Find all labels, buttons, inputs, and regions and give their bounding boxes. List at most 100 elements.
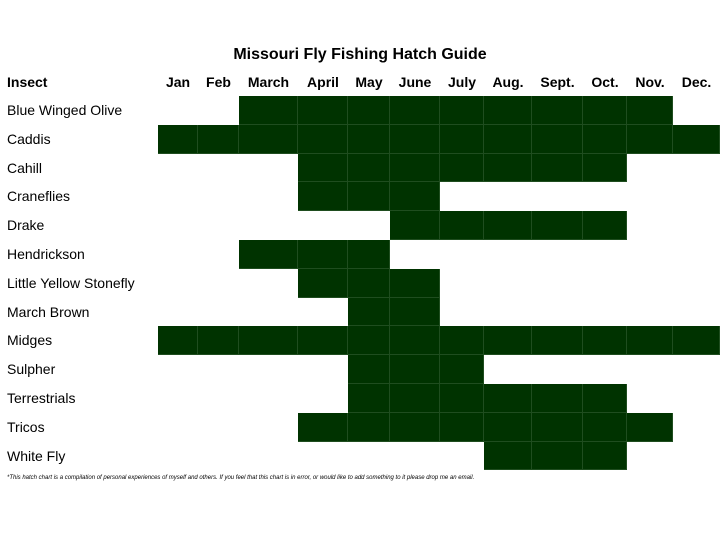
hatch-cell bbox=[627, 96, 673, 125]
hatch-cell bbox=[158, 326, 198, 356]
month-header: Nov. bbox=[635, 74, 665, 90]
hatch-cell bbox=[390, 326, 440, 356]
hatch-cell bbox=[390, 355, 440, 384]
month-header: June bbox=[398, 74, 432, 90]
month-header: Aug. bbox=[492, 74, 524, 90]
hatch-cell bbox=[440, 211, 484, 240]
hatch-cell bbox=[390, 96, 440, 125]
month-header: April bbox=[307, 74, 339, 90]
hatch-cell bbox=[583, 124, 627, 154]
insect-label: March Brown bbox=[7, 303, 90, 320]
hatch-cell bbox=[583, 96, 627, 125]
hatch-cell bbox=[583, 153, 627, 183]
hatch-cell bbox=[298, 326, 348, 356]
hatch-cell bbox=[348, 355, 390, 384]
hatch-cell bbox=[239, 124, 298, 154]
hatch-cell bbox=[298, 182, 348, 212]
hatch-cell bbox=[298, 240, 348, 269]
hatch-cell bbox=[484, 124, 532, 154]
hatch-cell bbox=[583, 211, 627, 240]
hatch-cell bbox=[348, 297, 390, 327]
hatch-cell bbox=[583, 441, 627, 471]
insect-label: White Fly bbox=[7, 447, 66, 464]
hatch-cell bbox=[484, 326, 532, 356]
hatch-cell bbox=[484, 153, 532, 183]
month-header: July bbox=[447, 74, 476, 90]
hatch-cell bbox=[673, 124, 720, 154]
hatch-cell bbox=[239, 240, 298, 269]
insect-label: Cahill bbox=[7, 159, 43, 176]
hatch-cell bbox=[158, 124, 198, 154]
hatch-cell bbox=[298, 96, 348, 125]
hatch-cell bbox=[198, 124, 239, 154]
insect-label: Little Yellow Stonefly bbox=[7, 274, 135, 291]
insect-label: Caddis bbox=[7, 130, 51, 147]
insect-label: Tricos bbox=[7, 418, 45, 435]
hatch-cell bbox=[440, 412, 484, 442]
insect-column-header: Insect bbox=[7, 74, 48, 90]
hatch-cell bbox=[348, 384, 390, 413]
hatch-cell bbox=[532, 96, 583, 125]
hatch-cell bbox=[440, 96, 484, 125]
hatch-cell bbox=[440, 124, 484, 154]
hatch-cell bbox=[484, 441, 532, 471]
hatch-cell bbox=[348, 96, 390, 125]
hatch-cell bbox=[298, 412, 348, 442]
hatch-cell bbox=[390, 412, 440, 442]
hatch-cell bbox=[532, 384, 583, 413]
hatch-cell bbox=[440, 326, 484, 356]
hatch-cell bbox=[348, 124, 390, 154]
hatch-cell bbox=[390, 297, 440, 327]
month-header: Dec. bbox=[681, 74, 712, 90]
month-header: Oct. bbox=[591, 74, 619, 90]
hatch-cell bbox=[390, 124, 440, 154]
hatch-cell bbox=[532, 124, 583, 154]
hatch-cell bbox=[673, 326, 720, 356]
footnote: *This hatch chart is a compilation of pe… bbox=[7, 475, 475, 481]
hatch-cell bbox=[298, 153, 348, 183]
hatch-cell bbox=[198, 326, 239, 356]
hatch-cell bbox=[532, 211, 583, 240]
hatch-cell bbox=[239, 326, 298, 356]
hatch-cell bbox=[484, 96, 532, 125]
hatch-cell bbox=[532, 326, 583, 356]
month-header: Sept. bbox=[540, 74, 575, 90]
month-header: March bbox=[247, 74, 290, 90]
hatch-cell bbox=[298, 124, 348, 154]
hatch-cell bbox=[484, 412, 532, 442]
insect-label: Drake bbox=[7, 217, 45, 234]
hatch-cell bbox=[348, 268, 390, 298]
hatch-cell bbox=[239, 96, 298, 125]
hatch-cell bbox=[583, 384, 627, 413]
hatch-cell bbox=[440, 355, 484, 384]
insect-label: Craneflies bbox=[7, 188, 71, 205]
hatch-cell bbox=[390, 211, 440, 240]
insect-label: Terrestrials bbox=[7, 390, 76, 406]
insect-label: Blue Winged Olive bbox=[7, 102, 123, 118]
hatch-cell bbox=[390, 268, 440, 298]
hatch-cell bbox=[484, 211, 532, 240]
chart-title: Missouri Fly Fishing Hatch Guide bbox=[233, 46, 487, 63]
insect-label: Midges bbox=[7, 332, 53, 349]
hatch-cell bbox=[348, 326, 390, 356]
hatch-cell bbox=[484, 384, 532, 413]
insect-label: Hendrickson bbox=[7, 246, 85, 262]
hatch-cell bbox=[440, 384, 484, 413]
hatch-cell bbox=[532, 441, 583, 471]
hatch-cell bbox=[532, 412, 583, 442]
hatch-cell bbox=[348, 153, 390, 183]
hatch-cell bbox=[583, 326, 627, 356]
hatch-cell bbox=[440, 153, 484, 183]
hatch-cell bbox=[583, 412, 627, 442]
month-header: Feb bbox=[206, 74, 231, 90]
hatch-cell bbox=[390, 182, 440, 212]
hatch-cell bbox=[348, 240, 390, 269]
hatch-cell bbox=[348, 182, 390, 212]
hatch-cell bbox=[532, 153, 583, 183]
hatch-cell bbox=[298, 268, 348, 298]
month-header: Jan bbox=[165, 74, 191, 90]
hatch-cell bbox=[348, 412, 390, 442]
insect-label: Sulpher bbox=[7, 361, 56, 378]
month-header: May bbox=[355, 74, 383, 90]
hatch-cell bbox=[627, 412, 673, 442]
